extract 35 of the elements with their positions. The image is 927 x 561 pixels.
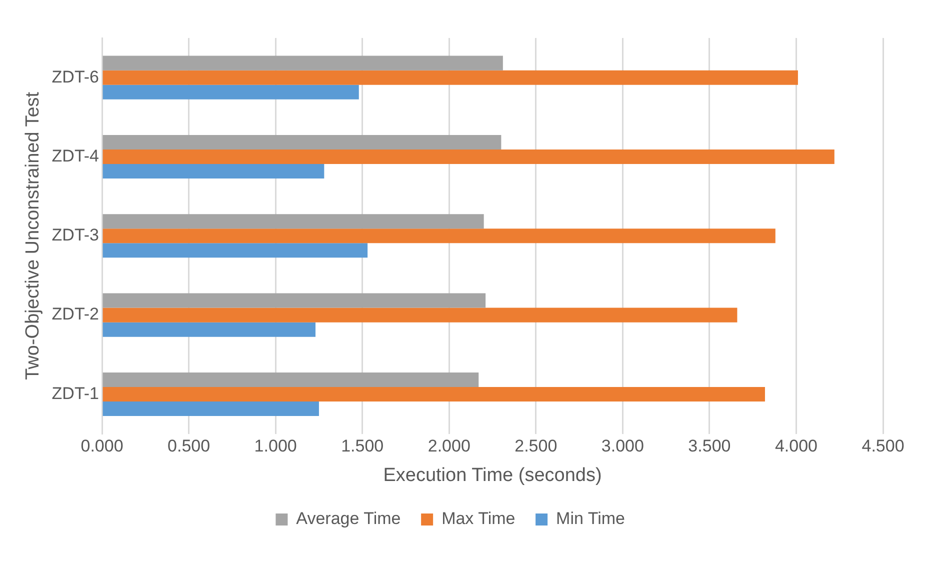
bar bbox=[102, 149, 834, 164]
x-tick-label: 0.000 bbox=[80, 436, 124, 456]
x-tick-label: 1.000 bbox=[254, 436, 297, 456]
x-tick-label: 1.500 bbox=[341, 436, 384, 456]
y-axis-title: Two-Objective Unconstrained Test bbox=[22, 91, 44, 380]
x-tick-label: 3.500 bbox=[688, 436, 731, 456]
y-tick-label: ZDT-6 bbox=[52, 67, 100, 86]
bar bbox=[102, 164, 324, 179]
legend-label: Average Time bbox=[296, 509, 401, 528]
bar bbox=[102, 386, 765, 402]
y-tick-label: ZDT-1 bbox=[52, 384, 100, 403]
bar bbox=[102, 84, 359, 100]
bar bbox=[102, 134, 502, 150]
bar bbox=[102, 214, 484, 229]
bar bbox=[102, 322, 316, 337]
x-tick-label: 3.000 bbox=[601, 436, 644, 456]
bar bbox=[102, 372, 479, 387]
bar bbox=[102, 308, 738, 322]
bar bbox=[102, 56, 503, 70]
y-tick-label: ZDT-3 bbox=[52, 226, 100, 245]
x-tick-label: 2.500 bbox=[514, 436, 558, 456]
bar bbox=[102, 70, 798, 85]
bar bbox=[102, 401, 319, 416]
y-tick-label: ZDT-4 bbox=[52, 146, 100, 166]
bar bbox=[102, 243, 368, 258]
x-tick-label: 4.500 bbox=[862, 436, 904, 456]
x-tick-label: 2.000 bbox=[428, 436, 470, 456]
bar bbox=[102, 228, 776, 244]
legend-label: Max Time bbox=[442, 509, 516, 528]
bar bbox=[102, 293, 486, 308]
x-tick-label: 4.000 bbox=[774, 436, 818, 456]
x-axis-title: Execution Time (seconds) bbox=[383, 464, 602, 486]
x-tick-label: 0.500 bbox=[168, 436, 210, 456]
y-tick-label: ZDT-2 bbox=[52, 304, 100, 324]
legend-label: Min Time bbox=[556, 509, 626, 528]
